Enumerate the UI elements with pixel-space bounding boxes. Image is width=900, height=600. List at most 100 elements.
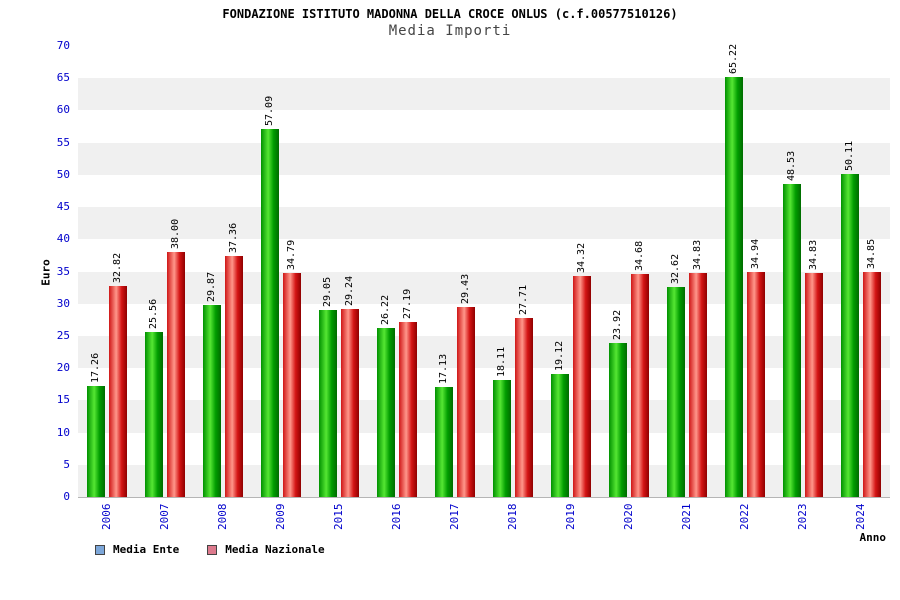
bar-value-label: 32.82 <box>112 252 123 283</box>
bar-media-nazionale-2015 <box>341 308 359 497</box>
y-tick-label: 0 <box>63 490 70 503</box>
bar-media-ente-2009 <box>261 129 279 497</box>
bar-value-label: 37.36 <box>228 223 239 254</box>
bar-value-label: 34.79 <box>286 239 297 270</box>
bar-media-ente-2024 <box>841 174 859 497</box>
x-tick-label-2017: 2017 <box>448 503 461 531</box>
bar-value-label: 34.83 <box>692 239 703 270</box>
legend-swatch-media-ente <box>95 544 105 555</box>
plot-band <box>78 46 890 79</box>
bar-media-nazionale-2020 <box>631 273 649 497</box>
bar-media-nazionale-2019 <box>573 275 591 497</box>
bar-media-nazionale-2006 <box>109 285 127 497</box>
bar-value-label: 34.83 <box>808 239 819 270</box>
bar-value-label: 34.32 <box>576 242 587 273</box>
bar-value-label: 23.92 <box>612 309 623 340</box>
bar-media-nazionale-2017 <box>457 307 475 497</box>
y-tick-label: 50 <box>56 167 70 181</box>
bar-media-ente-2006 <box>87 385 105 497</box>
plot-band <box>78 335 890 369</box>
bar-media-ente-2023 <box>783 184 801 497</box>
chart-title: FONDAZIONE ISTITUTO MADONNA DELLA CROCE … <box>222 7 678 21</box>
y-tick-label: 10 <box>56 425 70 439</box>
y-tick-label: 60 <box>56 103 70 117</box>
bar-media-nazionale-2021 <box>689 272 707 497</box>
plot-band <box>78 432 890 465</box>
x-tick-label-2022: 2022 <box>738 503 751 531</box>
bar-value-label: 50.11 <box>844 141 855 172</box>
bar-media-ente-2015 <box>319 309 337 497</box>
y-tick-label: 65 <box>56 71 70 85</box>
bar-value-label: 29.43 <box>460 274 471 305</box>
bar-value-label: 27.71 <box>518 285 529 316</box>
x-tick-label-2016: 2016 <box>390 503 403 531</box>
plot-band <box>78 271 890 304</box>
y-tick-label: 25 <box>56 328 70 342</box>
bar-value-label: 17.26 <box>90 352 101 383</box>
y-tick-label: 55 <box>56 135 70 149</box>
legend-label-media-ente: Media Ente <box>113 543 180 556</box>
legend-label-media-nazionale: Media Nazionale <box>225 543 325 556</box>
bar-value-label: 48.53 <box>786 151 797 182</box>
x-axis-title: Anno <box>859 531 887 544</box>
y-tick-label: 45 <box>56 200 70 214</box>
y-tick-label: 20 <box>56 361 70 375</box>
bar-media-nazionale-2009 <box>283 272 301 497</box>
chart-subtitle: Media Importi <box>388 23 512 39</box>
bar-media-nazionale-2022 <box>747 271 765 497</box>
x-tick-label-2019: 2019 <box>564 503 577 531</box>
y-tick-label: 5 <box>63 457 70 471</box>
y-tick-label: 40 <box>56 232 70 246</box>
plot-band <box>78 142 890 175</box>
bar-value-label: 34.94 <box>750 238 761 269</box>
bar-value-label: 17.13 <box>438 353 449 384</box>
bar-media-ente-2020 <box>609 342 627 497</box>
bar-media-ente-2017 <box>435 386 453 497</box>
plot-band <box>78 207 890 240</box>
bar-value-label: 19.12 <box>554 340 565 371</box>
bar-value-label: 27.19 <box>402 288 413 319</box>
x-tick-label-2006: 2006 <box>100 503 113 531</box>
bar-value-label: 65.22 <box>728 43 739 74</box>
plot-band <box>78 303 890 336</box>
plot-band <box>78 400 890 433</box>
y-tick-label: 70 <box>56 39 70 52</box>
bar-value-label: 26.22 <box>380 294 391 326</box>
bar-value-label: 34.85 <box>866 239 877 270</box>
bar-media-ente-2021 <box>667 286 685 497</box>
bar-value-label: 25.56 <box>148 299 159 330</box>
bar-media-nazionale-2007 <box>167 252 185 497</box>
bar-media-ente-2018 <box>493 380 511 497</box>
x-tick-label-2020: 2020 <box>622 503 635 531</box>
bar-value-label: 18.11 <box>496 347 507 378</box>
bar-value-label: 29.24 <box>344 275 355 306</box>
y-tick-label: 30 <box>56 296 70 310</box>
x-tick-label-2007: 2007 <box>158 503 171 531</box>
plot-band <box>78 464 890 497</box>
bar-value-label: 29.05 <box>322 276 333 307</box>
x-tick-label-2023: 2023 <box>796 503 809 531</box>
x-tick-label-2009: 2009 <box>274 503 287 531</box>
x-tick-label-2018: 2018 <box>506 503 519 531</box>
bar-media-ente-2016 <box>377 328 395 497</box>
plot-band <box>78 368 890 401</box>
bar-media-nazionale-2008 <box>225 256 243 497</box>
x-tick-label-2015: 2015 <box>332 503 345 531</box>
x-tick-label-2008: 2008 <box>216 503 229 531</box>
x-tick-label-2021: 2021 <box>680 503 693 531</box>
bar-media-nazionale-2023 <box>805 272 823 497</box>
bar-value-label: 29.87 <box>206 271 217 302</box>
bar-value-label: 34.68 <box>634 240 645 271</box>
plot-band <box>78 78 890 111</box>
x-axis-line <box>78 497 890 498</box>
bar-value-label: 57.09 <box>264 96 275 127</box>
plot-band <box>78 110 890 143</box>
y-tick-label: 15 <box>56 393 70 407</box>
y-tick-label: 35 <box>56 264 70 278</box>
bar-media-ente-2008 <box>203 304 221 497</box>
bar-media-ente-2019 <box>551 373 569 497</box>
bar-value-label: 38.00 <box>170 219 181 250</box>
plot-band <box>78 174 890 208</box>
x-tick-label-2024: 2024 <box>854 503 867 531</box>
